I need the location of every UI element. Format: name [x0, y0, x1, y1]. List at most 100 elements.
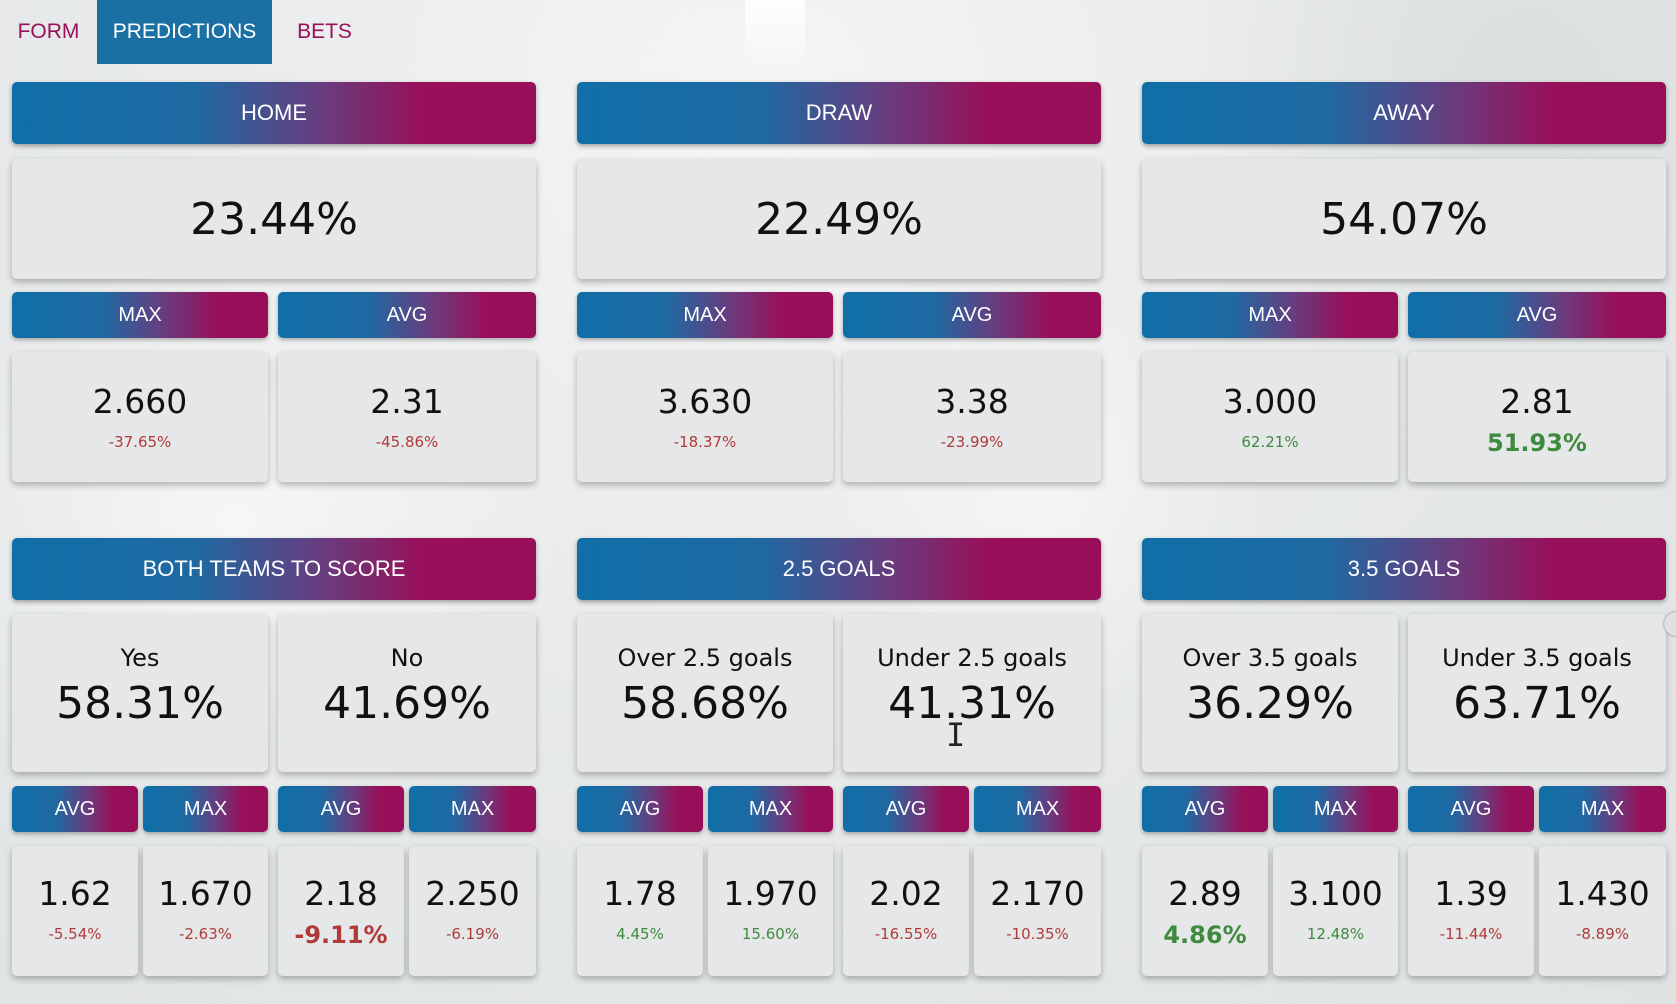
max-odds-value: 2.170 — [990, 874, 1085, 913]
max-label: MAX — [577, 292, 833, 338]
avg-odds-change: -11.44% — [1439, 925, 1503, 943]
max-odds-value: 3.630 — [657, 382, 753, 421]
option-name: Over 3.5 goals — [1182, 644, 1358, 672]
avg-odds-card[interactable]: 2.31 -45.86% — [278, 352, 536, 482]
option-percent: 41.69% — [323, 678, 491, 729]
max-odds-value: 1.970 — [723, 874, 818, 913]
avg-odds-card[interactable]: 2.89 4.86% — [1142, 846, 1268, 976]
probability-card: 22.49% — [577, 159, 1101, 279]
avg-odds-value: 1.62 — [38, 874, 112, 913]
panel-header: HOME — [12, 82, 536, 144]
avg-odds-change: 51.93% — [1487, 429, 1587, 457]
option-percent: 41.31% — [888, 678, 1056, 729]
option-card[interactable]: No 41.69% — [278, 614, 536, 772]
avg-odds-value: 2.89 — [1168, 874, 1242, 913]
max-odds-change: -6.19% — [445, 925, 500, 943]
max-label: MAX — [974, 786, 1101, 832]
option-card[interactable]: Over 3.5 goals 36.29% — [1142, 614, 1398, 772]
panel-header: BOTH TEAMS TO SCORE — [12, 538, 536, 600]
max-odds-change: -8.89% — [1575, 925, 1630, 943]
avg-label: AVG — [1408, 292, 1666, 338]
probability-card: 23.44% — [12, 159, 536, 279]
text-cursor-icon: I — [946, 716, 966, 754]
max-odds-card[interactable]: 2.170 -10.35% — [974, 846, 1101, 976]
avg-odds-card[interactable]: 3.38 -23.99% — [843, 352, 1101, 482]
option-percent: 58.68% — [621, 678, 789, 729]
max-odds-card[interactable]: 2.250 -6.19% — [409, 846, 536, 976]
background-player-image — [745, 0, 805, 80]
avg-odds-value: 2.18 — [304, 874, 378, 913]
max-odds-card[interactable]: 1.670 -2.63% — [143, 846, 268, 976]
avg-odds-card[interactable]: 2.18 -9.11% — [278, 846, 404, 976]
avg-label: AVG — [278, 292, 536, 338]
probability-card: 54.07% — [1142, 159, 1666, 279]
max-odds-change: -37.65% — [108, 433, 172, 451]
avg-label: AVG — [843, 786, 969, 832]
max-odds-change: 62.21% — [1241, 433, 1299, 451]
avg-odds-change: 4.86% — [1163, 921, 1247, 949]
option-card[interactable]: Yes 58.31% — [12, 614, 268, 772]
avg-label: AVG — [12, 786, 138, 832]
max-odds-card[interactable]: 3.000 62.21% — [1142, 352, 1398, 482]
avg-odds-card[interactable]: 1.39 -11.44% — [1408, 846, 1534, 976]
avg-odds-value: 1.39 — [1434, 874, 1508, 913]
tab-bar: FORM PREDICTIONS BETS — [0, 0, 377, 64]
avg-odds-change: -23.99% — [940, 433, 1004, 451]
option-name: No — [390, 644, 424, 672]
max-odds-value: 1.670 — [158, 874, 253, 913]
max-odds-card[interactable]: 1.970 15.60% — [708, 846, 833, 976]
max-label: MAX — [708, 786, 833, 832]
max-odds-change: 15.60% — [741, 925, 800, 943]
panel-header: 3.5 GOALS — [1142, 538, 1666, 600]
avg-odds-card[interactable]: 2.02 -16.55% — [843, 846, 969, 976]
max-odds-change: -18.37% — [673, 433, 737, 451]
max-label: MAX — [1273, 786, 1398, 832]
avg-odds-card[interactable]: 2.81 51.93% — [1408, 352, 1666, 482]
option-name: Under 2.5 goals — [877, 644, 1067, 672]
max-odds-change: -2.63% — [178, 925, 233, 943]
avg-odds-card[interactable]: 1.78 4.45% — [577, 846, 703, 976]
tab-form[interactable]: FORM — [17, 20, 80, 43]
option-name: Under 3.5 goals — [1442, 644, 1632, 672]
avg-odds-change: -9.11% — [294, 921, 388, 949]
max-label: MAX — [1539, 786, 1666, 832]
avg-odds-card[interactable]: 1.62 -5.54% — [12, 846, 138, 976]
tab-predictions[interactable]: PREDICTIONS — [97, 0, 272, 64]
option-card[interactable]: Under 2.5 goals 41.31% — [843, 614, 1101, 772]
max-odds-card[interactable]: 2.660 -37.65% — [12, 352, 268, 482]
avg-label: AVG — [1408, 786, 1534, 832]
avg-odds-change: -16.55% — [874, 925, 938, 943]
max-label: MAX — [143, 786, 268, 832]
option-name: Yes — [120, 644, 160, 672]
max-odds-value: 1.430 — [1555, 874, 1650, 913]
max-odds-card[interactable]: 1.430 -8.89% — [1539, 846, 1666, 976]
max-odds-change: -10.35% — [1006, 925, 1069, 943]
max-odds-value: 3.100 — [1288, 874, 1383, 913]
max-odds-value: 2.250 — [425, 874, 520, 913]
option-card[interactable]: Under 3.5 goals 63.71% — [1408, 614, 1666, 772]
max-odds-card[interactable]: 3.630 -18.37% — [577, 352, 833, 482]
avg-odds-change: 4.45% — [616, 925, 664, 943]
option-card[interactable]: Over 2.5 goals 58.68% — [577, 614, 833, 772]
max-label: MAX — [12, 292, 268, 338]
avg-label: AVG — [278, 786, 404, 832]
panel-header: DRAW — [577, 82, 1101, 144]
max-odds-card[interactable]: 3.100 12.48% — [1273, 846, 1398, 976]
scroll-handle[interactable] — [1664, 612, 1676, 636]
avg-odds-change: -5.54% — [48, 925, 102, 943]
max-label: MAX — [1142, 292, 1398, 338]
panel-header: 2.5 GOALS — [577, 538, 1101, 600]
max-odds-change: 12.48% — [1306, 925, 1365, 943]
option-percent: 63.71% — [1453, 678, 1621, 729]
avg-label: AVG — [577, 786, 703, 832]
panel-header: AWAY — [1142, 82, 1666, 144]
max-label: MAX — [409, 786, 536, 832]
avg-odds-value: 2.81 — [1500, 382, 1574, 421]
avg-label: AVG — [1142, 786, 1268, 832]
avg-odds-value: 3.38 — [935, 382, 1009, 421]
tab-bets[interactable]: BETS — [297, 20, 352, 43]
option-name: Over 2.5 goals — [617, 644, 793, 672]
option-percent: 58.31% — [56, 678, 224, 729]
option-percent: 36.29% — [1186, 678, 1354, 729]
max-odds-value: 3.000 — [1222, 382, 1318, 421]
